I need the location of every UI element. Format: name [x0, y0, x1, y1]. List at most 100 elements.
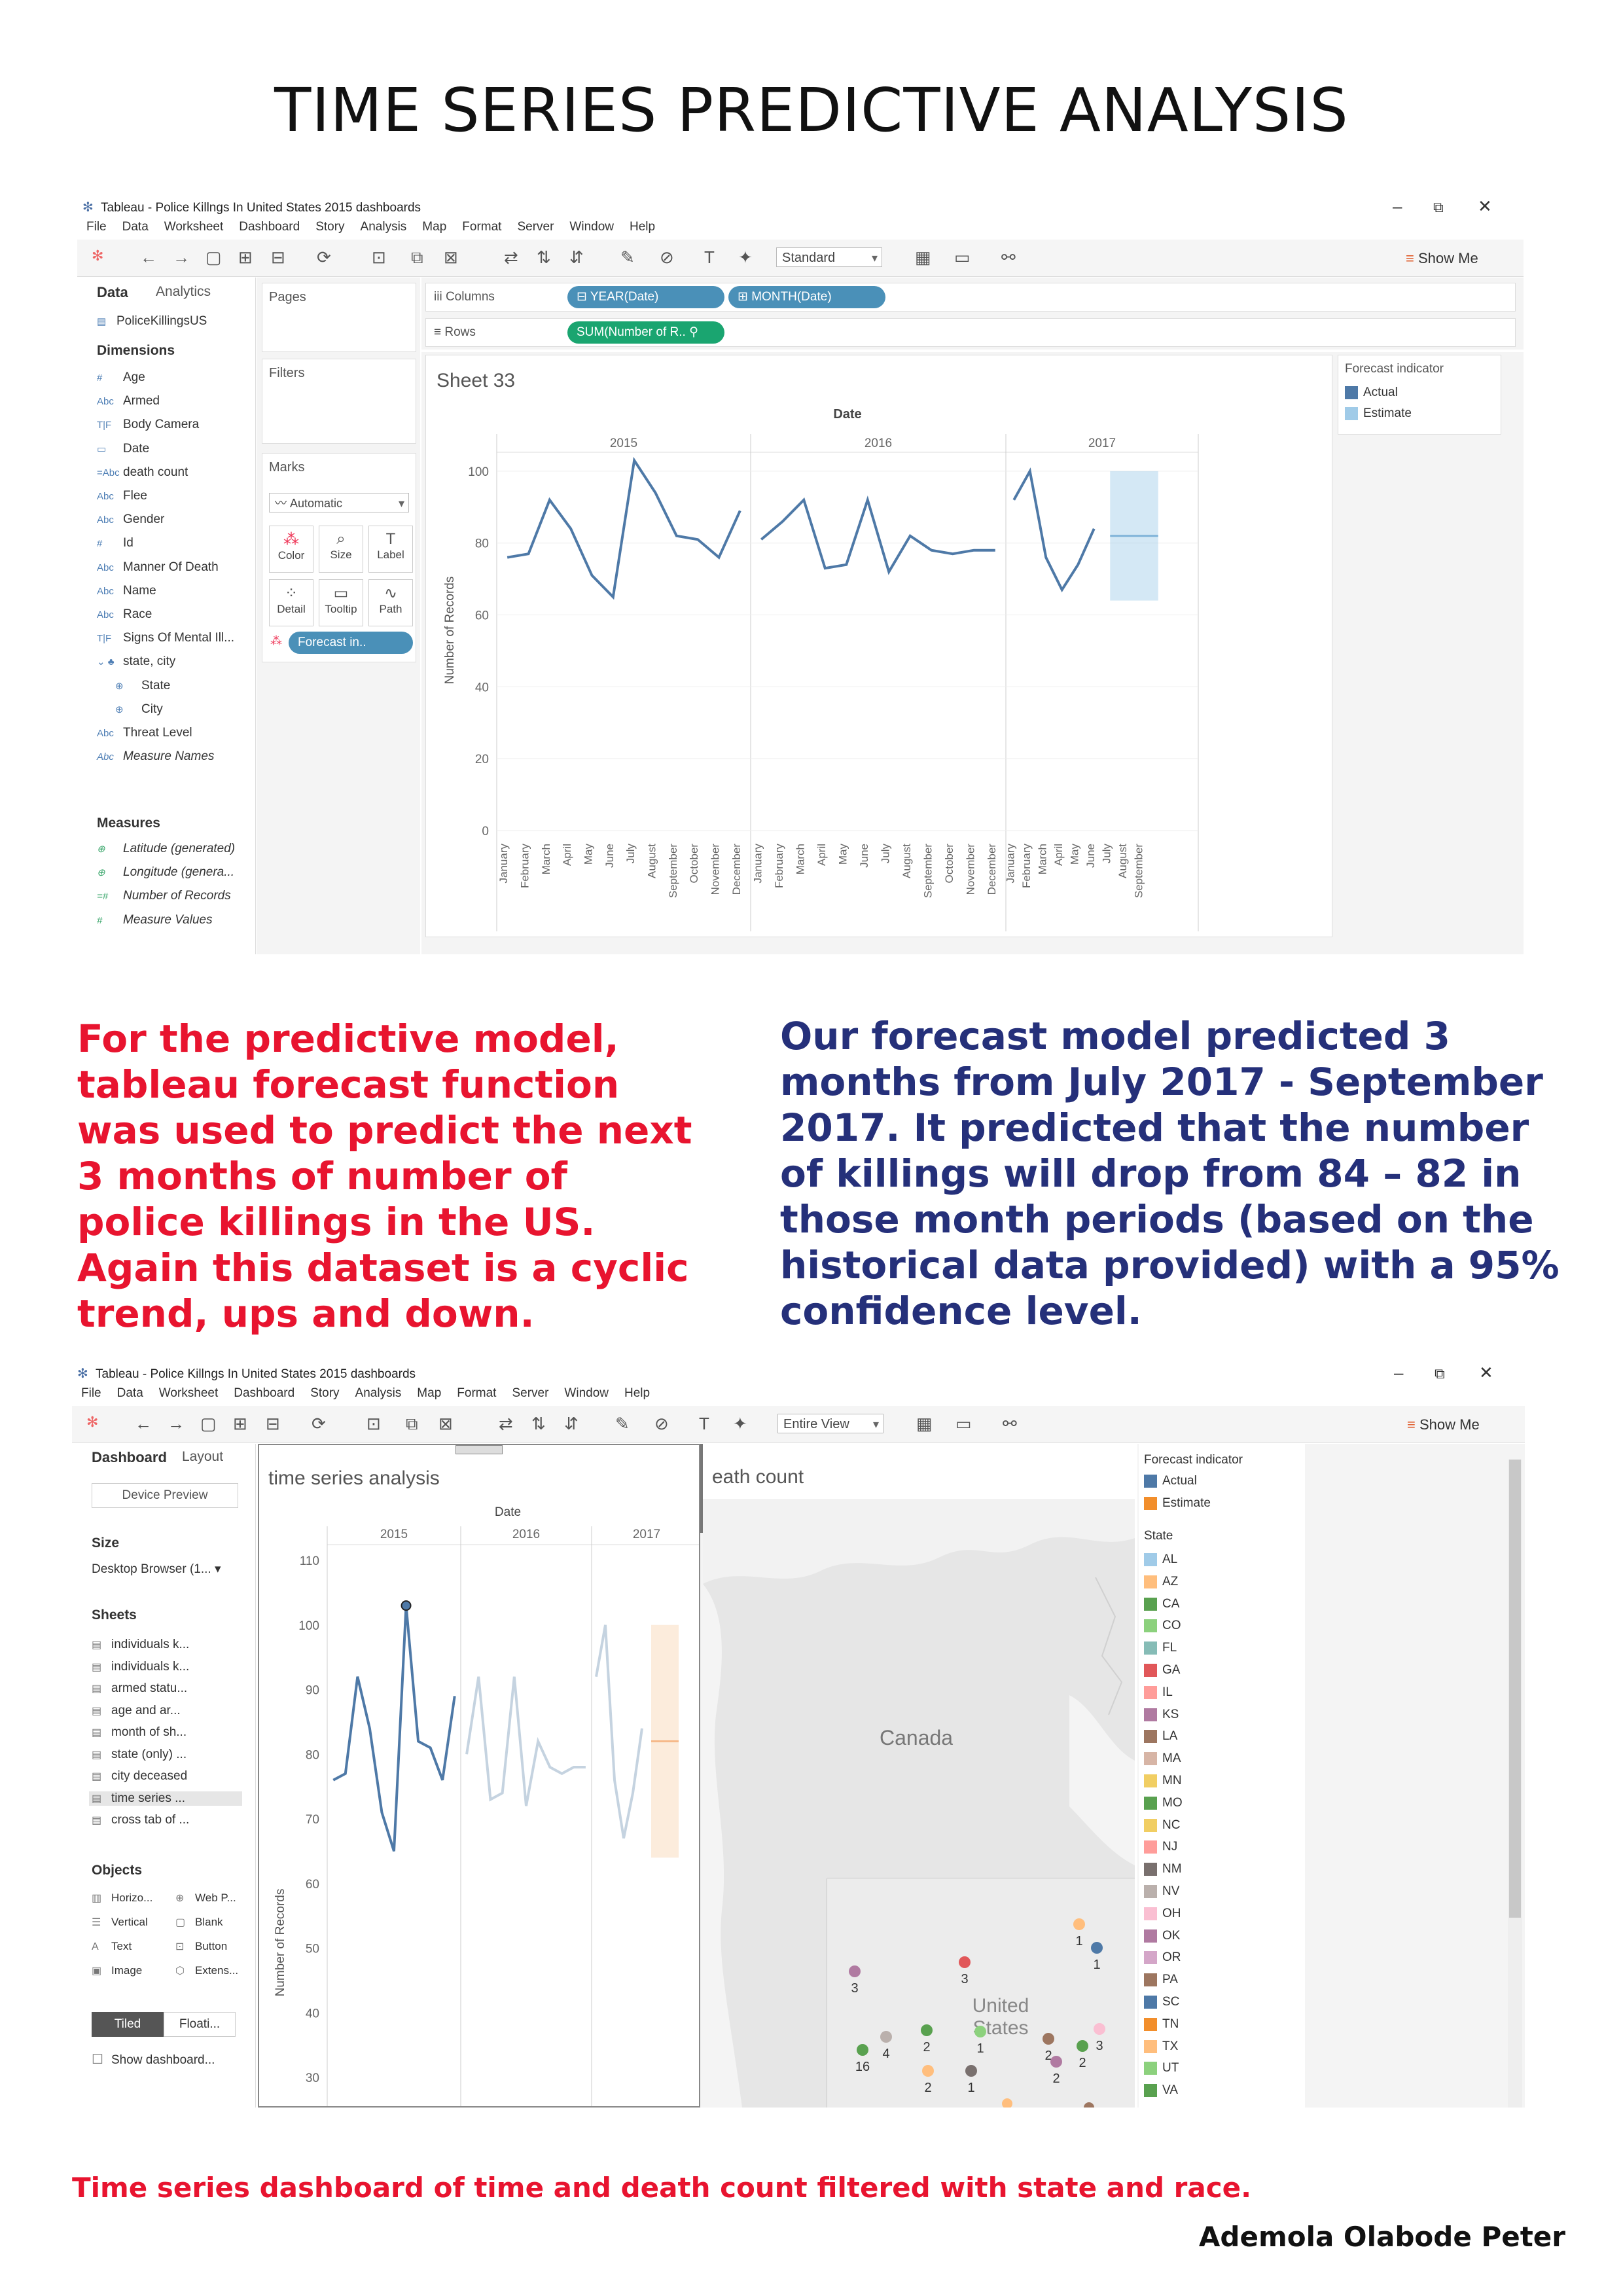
sort-descending-icon-2[interactable]: ⇵ — [564, 1414, 579, 1433]
mark-type-select[interactable]: 〰 Automatic — [269, 493, 409, 513]
menu-window[interactable]: Window — [569, 220, 614, 234]
menu-worksheet[interactable]: Worksheet — [164, 220, 224, 234]
dimension-item[interactable]: # Id — [97, 536, 134, 550]
object-item[interactable]: ▥ Horizo... — [92, 1892, 152, 1905]
dimension-item[interactable]: T|F Body Camera — [97, 418, 199, 432]
legend-actual-2[interactable]: Actual — [1144, 1474, 1197, 1488]
swap-icon[interactable]: ⇄ — [504, 247, 518, 267]
scroll-thumb[interactable] — [1509, 1460, 1521, 1918]
tab-analytics[interactable]: Analytics — [156, 284, 211, 299]
show-labels-icon[interactable]: T — [704, 247, 715, 267]
dimension-item[interactable]: Abc Name — [97, 584, 156, 598]
menu-worksheet[interactable]: Worksheet — [158, 1386, 219, 1400]
menu-file[interactable]: File — [86, 220, 107, 234]
measure-item[interactable]: # Measure Values — [97, 913, 213, 927]
swap-icon-2[interactable]: ⇄ — [499, 1414, 513, 1433]
size-select[interactable]: Desktop Browser (1... ▾ — [92, 1562, 221, 1577]
refresh-icon[interactable]: ⟳ — [317, 247, 331, 267]
menu-help[interactable]: Help — [624, 1386, 651, 1400]
close-icon-2[interactable]: ✕ — [1479, 1363, 1493, 1382]
duplicate-icon[interactable]: ⧉ — [411, 247, 423, 267]
dimension-item[interactable]: ⊕ State — [115, 679, 170, 693]
show-labels-icon-2[interactable]: T — [699, 1414, 709, 1433]
scrollbar[interactable] — [1508, 1460, 1522, 2108]
menu-data[interactable]: Data — [122, 220, 149, 234]
state-legend-item[interactable]: IL — [1144, 1685, 1173, 1700]
state-legend-item[interactable]: OH — [1144, 1907, 1181, 1921]
dimension-item[interactable]: Abc Armed — [97, 394, 160, 408]
sort-ascending-icon-2[interactable]: ⇅ — [531, 1414, 546, 1433]
new-worksheet-icon[interactable]: ⊡ — [372, 247, 386, 267]
zone-grip-icon[interactable] — [455, 1445, 503, 1454]
detail-button[interactable]: ⁘ Detail — [269, 579, 313, 626]
state-legend-item[interactable]: AL — [1144, 1552, 1177, 1567]
pause-updates-icon[interactable]: ⊟ — [271, 247, 285, 267]
object-item[interactable]: ⊡ Button — [175, 1940, 227, 1953]
restore-icon[interactable]: ⧉ — [1433, 199, 1444, 215]
object-item[interactable]: A Text — [92, 1940, 132, 1953]
state-legend-item[interactable]: OK — [1144, 1929, 1180, 1943]
state-legend-item[interactable]: GA — [1144, 1663, 1180, 1677]
minimize-icon-2[interactable]: – — [1394, 1363, 1404, 1382]
menu-map[interactable]: Map — [417, 1386, 442, 1400]
state-legend-item[interactable]: NJ — [1144, 1840, 1177, 1854]
menu-map[interactable]: Map — [422, 220, 447, 234]
save-icon[interactable]: ▢ — [205, 247, 222, 267]
measure-item[interactable]: ⊕ Longitude (genera... — [97, 865, 234, 880]
refresh-icon-2[interactable]: ⟳ — [312, 1414, 326, 1433]
back-icon[interactable]: ← — [140, 247, 157, 267]
sheet-item[interactable]: ▤ individuals k... — [89, 1638, 242, 1652]
menu-dashboard[interactable]: Dashboard — [239, 220, 300, 234]
sheet-item[interactable]: ▤ time series ... — [89, 1791, 242, 1806]
measure-item[interactable]: =# Number of Records — [97, 889, 231, 903]
fix-axes-icon-2[interactable]: ✦ — [733, 1414, 747, 1433]
menu-dashboard[interactable]: Dashboard — [234, 1386, 295, 1400]
tableau-home-icon[interactable]: ✻ — [92, 247, 104, 264]
filters-card[interactable]: Filters — [262, 359, 416, 444]
year-date-pill[interactable]: ⊟ YEAR(Date) — [567, 286, 724, 308]
clear-sheet-icon-2[interactable]: ⊠ — [438, 1414, 453, 1433]
show-cards-icon[interactable]: ▦ — [915, 247, 931, 267]
state-legend-item[interactable]: UT — [1144, 2061, 1179, 2075]
sheet-item[interactable]: ▤ age and ar... — [89, 1704, 242, 1718]
pages-card[interactable]: Pages — [262, 283, 416, 352]
tab-layout[interactable]: Layout — [182, 1449, 224, 1464]
state-legend-item[interactable]: MO — [1144, 1796, 1183, 1810]
sum-records-pill[interactable]: SUM(Number of R.. ⚲ — [567, 321, 724, 344]
menu-story[interactable]: Story — [310, 1386, 340, 1400]
forecast-indicator-pill[interactable]: Forecast in.. — [289, 632, 413, 654]
state-legend-item[interactable]: PA — [1144, 1973, 1178, 1987]
new-worksheet-icon-2[interactable]: ⊡ — [366, 1414, 381, 1433]
state-legend-item[interactable]: AZ — [1144, 1575, 1178, 1589]
object-item[interactable]: ⊕ Web P... — [175, 1892, 236, 1905]
object-item[interactable]: ▢ Blank — [175, 1916, 223, 1929]
fix-axes-icon[interactable]: ✦ — [738, 247, 753, 267]
dimension-item[interactable]: Abc Race — [97, 607, 152, 622]
menu-server[interactable]: Server — [517, 220, 554, 234]
duplicate-icon-2[interactable]: ⧉ — [406, 1414, 418, 1433]
sort-ascending-icon[interactable]: ⇅ — [537, 247, 551, 267]
object-item[interactable]: ☰ Vertical — [92, 1916, 148, 1929]
dimension-item[interactable]: Abc Measure Names — [97, 749, 214, 764]
state-legend-item[interactable]: SC — [1144, 1995, 1179, 2009]
show-cards-icon-2[interactable]: ▦ — [916, 1414, 933, 1433]
back-icon-2[interactable]: ← — [135, 1414, 152, 1433]
time-series-zone[interactable]: time series analysis Date 2015 2016 2017 30 4… — [258, 1444, 700, 2108]
size-button[interactable]: ⌕ Size — [319, 526, 363, 573]
group-icon[interactable]: ⊘ — [660, 247, 674, 267]
sheet-item[interactable]: ▤ state (only) ... — [89, 1748, 242, 1762]
datasource-item[interactable]: ▤ PoliceKillingsUS — [97, 314, 207, 329]
highlight-icon-2[interactable]: ✎ — [615, 1414, 630, 1433]
month-date-pill[interactable]: ⊞ MONTH(Date) — [728, 286, 885, 308]
menu-server[interactable]: Server — [512, 1386, 549, 1400]
pause-updates-icon-2[interactable]: ⊟ — [266, 1414, 280, 1433]
menu-data[interactable]: Data — [116, 1386, 143, 1400]
show-title-checkbox[interactable]: ☐ Show dashboard... — [92, 2051, 215, 2068]
tab-dashboard[interactable]: Dashboard — [92, 1449, 167, 1465]
label-button[interactable]: T Label — [368, 526, 413, 573]
menu-format[interactable]: Format — [462, 220, 502, 234]
sheet-item[interactable]: ▤ cross tab of ... — [89, 1813, 242, 1827]
sheet-item[interactable]: ▤ city deceased — [89, 1769, 242, 1784]
state-legend-item[interactable]: FL — [1144, 1641, 1177, 1655]
